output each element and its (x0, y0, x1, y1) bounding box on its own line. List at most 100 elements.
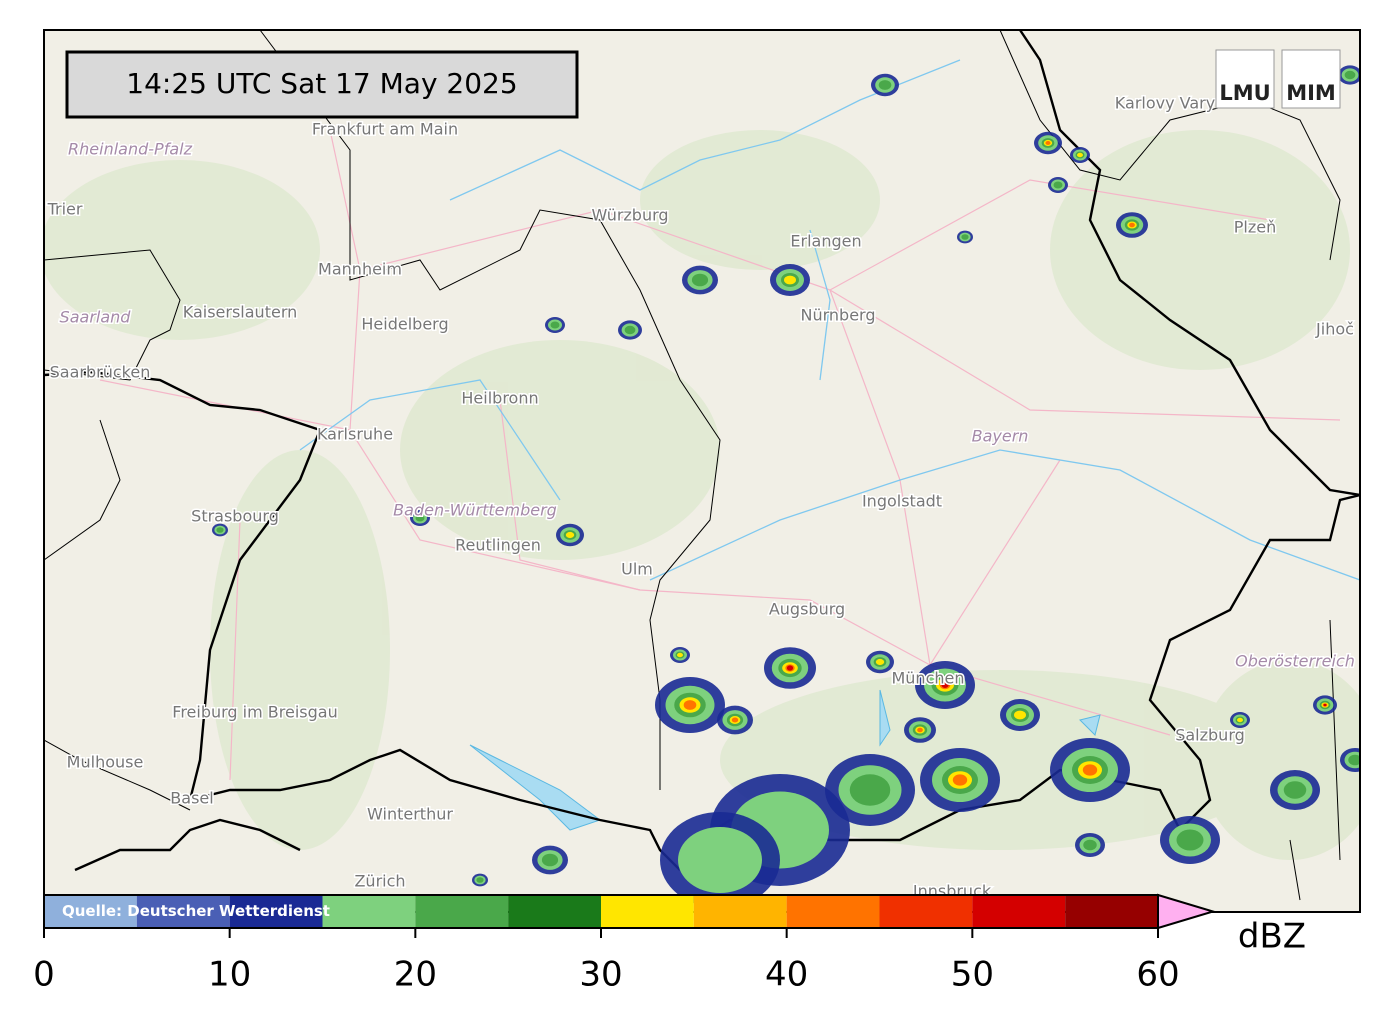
colorbar-segment (879, 895, 973, 928)
colorbar-segment (972, 895, 1066, 928)
logo-box (1281, 49, 1341, 109)
echo (1082, 764, 1098, 776)
echo (941, 682, 949, 688)
colorbar-tick-label: 50 (951, 955, 994, 995)
place-label: Heidelberg (361, 315, 448, 334)
place-label: Trier (47, 200, 83, 219)
rivers (299, 59, 1360, 581)
map-labels: Frankfurt am Main Rheinland-Pfalz Trier Man… (45, 92, 1356, 902)
echo (1045, 141, 1051, 145)
echo (1323, 703, 1327, 707)
echo (624, 325, 636, 335)
admin-borders (44, 30, 1341, 901)
timestamp: 14:25 UTC Sat 17 May 2025 (126, 67, 517, 100)
colorbar-segment (44, 895, 137, 928)
echo (952, 774, 968, 786)
place-label: Saarbrücken (50, 363, 151, 382)
logo-text: LMU (1219, 81, 1270, 105)
echo (917, 727, 923, 733)
place-label: Bayern (972, 427, 1029, 446)
echo (786, 665, 794, 671)
echo (1348, 754, 1360, 766)
colorbar-tick-label: 40 (765, 955, 808, 995)
colorbar-segment (229, 895, 323, 928)
place-label: Zürich (354, 872, 405, 891)
echo (1176, 829, 1204, 851)
place-label: Rheinland-Pfalz (68, 140, 193, 159)
echo (1083, 839, 1097, 851)
timestamp-box (65, 50, 579, 119)
place-label: Würzburg (591, 206, 668, 225)
echo (731, 717, 739, 723)
logo-text: MIM (1286, 81, 1336, 105)
echo (565, 531, 575, 539)
place-label: Heilbronn (461, 389, 538, 408)
echo (683, 700, 697, 710)
echo (875, 658, 885, 666)
map-area: Frankfurt am Main Rheinland-Pfalz Trier Man… (44, 30, 1360, 912)
colorbar-tick-label: 30 (579, 955, 622, 995)
echo (784, 275, 796, 285)
colorbar-segment (136, 895, 230, 928)
echo (1344, 70, 1356, 80)
echo (677, 652, 683, 658)
colorbar-unit: dBZ (1238, 917, 1306, 957)
place-label: Augsburg (769, 600, 845, 619)
colorbar-tick-label: 0 (33, 955, 55, 995)
echo (691, 273, 709, 287)
place-label: Plzeň (1234, 218, 1276, 237)
place-label: München (891, 669, 964, 688)
colorbar-segment (1065, 895, 1158, 928)
echo (1237, 717, 1243, 723)
place-label: Winterthur (367, 805, 453, 824)
echo (415, 514, 425, 522)
colorbar-segment (322, 895, 416, 928)
echo (216, 527, 224, 533)
echo (541, 853, 559, 867)
colorbar-segment (786, 895, 880, 928)
roads (99, 129, 1341, 781)
place-label: Nürnberg (801, 306, 876, 325)
place-label: Ulm (621, 560, 653, 579)
colorbar-segment (693, 895, 787, 928)
echo (878, 80, 892, 90)
place-label: Strasbourg (191, 507, 279, 526)
echo (476, 877, 484, 883)
place-label: Ingolstadt (862, 492, 942, 511)
place-label: Basel (170, 789, 213, 808)
place-label: Baden-Württemberg (393, 501, 557, 520)
echo (1014, 710, 1026, 720)
echo (1053, 181, 1063, 189)
colorbar-tick-label: 10 (208, 955, 251, 995)
place-label: Kaiserslautern (183, 303, 298, 322)
echo (1077, 152, 1083, 158)
echo (1283, 781, 1307, 799)
colorbar: Quelle: Deutscher Wetterdienst 0 10 20 30 40 5… (33, 893, 1306, 995)
echo (550, 321, 560, 329)
colorbar-segment (508, 895, 601, 928)
place-label: Erlangen (790, 232, 861, 251)
place-label: Karlsruhe (317, 425, 393, 444)
place-label: Saarland (60, 308, 132, 327)
place-label: Mulhouse (67, 753, 144, 772)
radar-echoes (212, 65, 1360, 908)
echo (678, 827, 762, 893)
colorbar-tick-label: 60 (1136, 955, 1179, 995)
place-label: Jihoč (1315, 320, 1354, 339)
place-label: Salzburg (1175, 726, 1245, 745)
place-label: Mannheim (318, 260, 402, 279)
echo (1129, 222, 1135, 228)
echo (849, 774, 891, 806)
colorbar-segment (415, 895, 509, 928)
colorbar-segment (601, 895, 694, 928)
place-label: Frankfurt am Main (312, 120, 458, 139)
colorbar-source: Quelle: Deutscher Wetterdienst (62, 902, 330, 920)
place-label: Oberösterreich (1235, 652, 1355, 671)
logo-box (1215, 49, 1275, 109)
place-label: Karlovy Vary (1115, 94, 1215, 113)
place-label: Freiburg im Breisgau (172, 703, 337, 722)
echo (961, 234, 969, 240)
place-label: Reutlingen (455, 536, 541, 555)
colorbar-tick-label: 20 (394, 955, 437, 995)
